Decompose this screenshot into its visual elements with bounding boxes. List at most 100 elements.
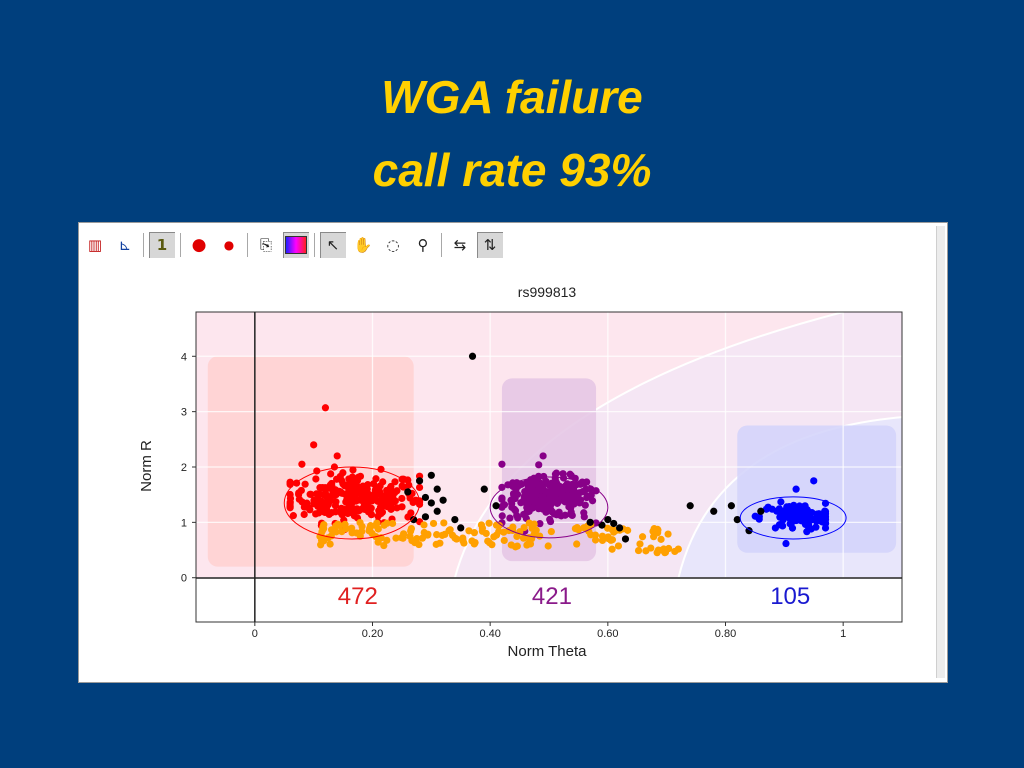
fit-vertical-icon[interactable]: ⇅ <box>477 232 503 258</box>
point-ab <box>498 483 506 491</box>
point-failed <box>674 545 682 553</box>
point-ab <box>588 497 597 505</box>
large-dot-icon[interactable]: ● <box>191 235 207 255</box>
point-no-call <box>733 515 741 524</box>
point-failed <box>500 536 508 545</box>
point-aa <box>312 490 321 498</box>
point-failed <box>495 521 503 530</box>
point-failed <box>587 531 595 539</box>
point-ab <box>579 488 587 496</box>
point-aa <box>332 498 340 506</box>
point-aa <box>367 504 375 512</box>
point-ab <box>542 504 551 512</box>
point-bb <box>802 516 810 525</box>
hand-pan-icon[interactable]: ✋ <box>353 236 373 254</box>
point-failed <box>423 531 431 539</box>
point-aa <box>365 492 373 500</box>
point-ab <box>563 480 571 488</box>
point-failed <box>438 531 446 539</box>
point-aa <box>318 483 326 492</box>
point-failed <box>520 523 528 532</box>
point-ab <box>555 511 563 519</box>
point-no-call <box>586 518 594 526</box>
point-failed <box>407 525 416 533</box>
point-failed <box>614 542 623 550</box>
y-tick-label: 0 <box>181 573 187 585</box>
point-failed <box>653 525 662 533</box>
point-ab <box>514 482 522 490</box>
cluster-ellipse-3 <box>739 496 847 540</box>
point-ab <box>509 482 517 491</box>
cluster-count-label: 105 <box>770 583 810 610</box>
zoom-icon[interactable]: ⚲ <box>417 236 429 254</box>
point-failed <box>665 544 673 553</box>
point-aa <box>286 498 294 506</box>
x-tick-label: 0.80 <box>715 628 736 640</box>
point-no-call <box>421 513 430 521</box>
point-aa <box>333 452 341 460</box>
y-axis-label: Norm R <box>138 440 155 492</box>
bar-chart-view-icon[interactable]: ▥ <box>87 236 103 254</box>
point-bb <box>762 505 770 513</box>
point-aa <box>398 482 406 490</box>
point-failed <box>388 519 397 528</box>
fit-horizontal-icon[interactable]: ⇆ <box>453 236 467 254</box>
point-failed <box>446 526 454 534</box>
point-no-call <box>439 496 447 504</box>
point-no-call <box>480 485 488 493</box>
point-failed <box>636 540 644 548</box>
point-ab <box>568 486 576 494</box>
point-aa <box>344 509 352 518</box>
point-failed <box>490 533 498 541</box>
scatter-view-icon[interactable]: ⊾ <box>118 236 132 254</box>
point-aa <box>404 513 412 521</box>
point-failed <box>657 535 665 543</box>
point-failed <box>348 529 356 537</box>
color-gradient-icon[interactable] <box>283 232 309 258</box>
point-failed <box>634 546 643 555</box>
point-aa <box>369 480 378 488</box>
point-no-call <box>415 477 424 485</box>
point-ab <box>534 472 543 480</box>
point-ab <box>498 512 506 520</box>
point-failed <box>383 519 391 527</box>
vertical-scrollbar[interactable] <box>936 226 945 678</box>
point-aa <box>286 479 294 487</box>
point-failed <box>383 536 391 544</box>
point-aa <box>295 489 303 497</box>
point-no-call <box>410 515 418 524</box>
x-axis-label: Norm Theta <box>508 643 588 660</box>
point-failed <box>327 526 336 534</box>
y-tick-label: 4 <box>181 351 187 363</box>
point-aa <box>289 512 297 520</box>
y-tick-label: 1 <box>181 517 187 529</box>
count-band <box>197 579 901 621</box>
small-dot-icon[interactable]: ● <box>223 238 235 252</box>
pointer-icon[interactable]: ↖ <box>320 232 346 258</box>
point-aa <box>307 490 315 498</box>
point-ab <box>592 487 600 495</box>
number-one-button[interactable]: 1 <box>149 232 175 258</box>
point-failed <box>327 532 335 540</box>
point-failed <box>484 537 492 545</box>
copy-icon[interactable]: ⎘ <box>259 236 272 254</box>
point-failed <box>547 527 555 536</box>
lasso-icon[interactable]: ◌ <box>386 236 400 254</box>
point-failed <box>448 531 457 539</box>
point-ab <box>568 511 576 520</box>
cluster-count-label: 472 <box>338 583 378 610</box>
point-aa <box>344 483 352 491</box>
point-no-call <box>427 471 435 479</box>
point-failed <box>380 541 388 550</box>
point-failed <box>429 519 438 528</box>
point-failed <box>336 522 344 530</box>
x-tick-label: 0.60 <box>597 628 618 640</box>
toolbar-separator <box>180 233 181 257</box>
point-aa <box>344 504 352 512</box>
point-failed <box>477 521 486 529</box>
point-failed <box>530 530 538 538</box>
point-failed <box>526 540 535 548</box>
point-aa <box>319 499 328 507</box>
point-failed <box>465 527 473 535</box>
point-aa <box>338 511 346 519</box>
